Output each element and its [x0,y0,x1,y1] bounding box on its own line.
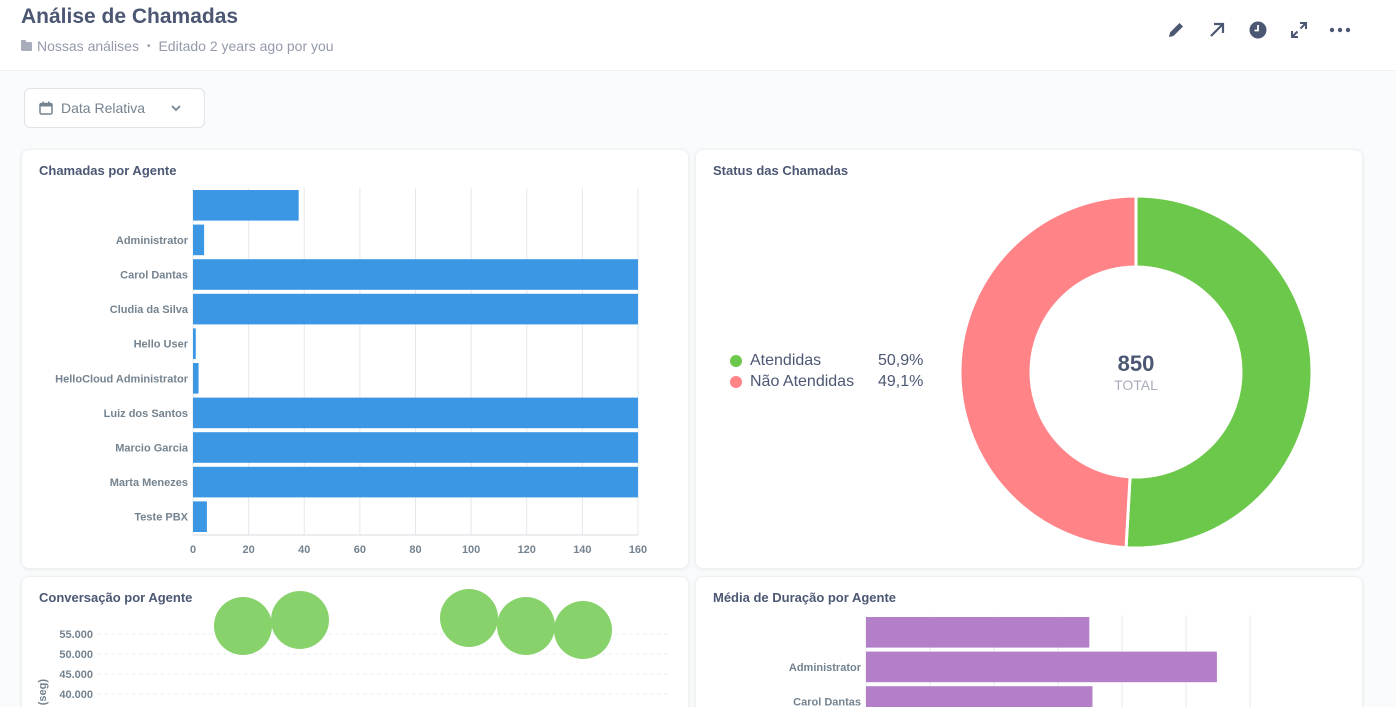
bar[interactable] [193,397,638,429]
y-tick-label: Carol Dantas [120,270,188,282]
x-tick-label: 120 [518,544,536,556]
x-tick-label: 60 [354,544,366,556]
x-tick-label: 20 [243,544,255,556]
card-title: Status das Chamadas [713,163,849,178]
bar[interactable] [193,432,638,463]
pie-legend: Atendidas 50,9% Não Atendidas 49,1% [730,350,923,392]
separator: • [146,40,151,52]
calendar-icon [39,101,53,115]
y-tick-label: Hello User [134,339,189,351]
card-title: Chamadas por Agente [39,163,177,178]
card-title: Média de Duração por Agente [713,590,896,605]
donut-total-label: TOTAL [1114,377,1158,393]
y-tick-label: 55.000 [59,629,93,641]
donut-total: 850 [1118,351,1155,376]
folder-icon [21,39,32,51]
x-tick-label: 100 [462,544,480,556]
y-tick-label: Luiz dos Santos [104,408,188,420]
bar[interactable] [193,328,196,359]
collection-link[interactable]: Nossas análises [37,38,139,54]
scatter-point[interactable] [271,591,329,649]
bar[interactable] [193,501,207,532]
x-tick-label: 40 [298,544,310,556]
y-tick-label: 50.000 [59,649,93,661]
conversation-scatter: 55.000 50.000 45.000 40.000 o (seg) [37,589,667,707]
bar[interactable] [866,617,1090,648]
x-tick-label: 140 [573,544,591,556]
more-icon[interactable] [1328,18,1352,42]
bar[interactable] [193,224,205,256]
expand-icon[interactable] [1287,18,1311,42]
scatter-point[interactable] [497,597,555,655]
legend-item[interactable]: Não Atendidas 49,1% [730,371,923,392]
y-tick-label: Carol Dantas [793,697,861,707]
y-tick-label: 40.000 [59,689,93,701]
filter-label: Data Relativa [61,100,146,116]
dashboard-header: Análise de Chamadas Nossas análises • Ed… [0,0,1396,71]
legend-dot [730,354,742,367]
bar[interactable] [193,293,638,325]
legend-percent: 49,1% [878,372,924,390]
pie-slice[interactable] [958,194,1138,550]
scatter-point[interactable] [554,601,612,659]
calls-per-agent-chart: 0 20 40 60 80 100 120 140 160 Administrator Carol … [55,188,647,556]
y-tick-label: Cludia da Silva [110,304,189,316]
card-avg-duration[interactable]: Média de Duração por Agente Administrato… [695,576,1363,707]
legend-dot [730,375,742,388]
y-tick-label: Administrator [116,235,189,247]
bar[interactable] [193,259,638,290]
x-tick-label: 160 [629,544,647,556]
y-tick-label: Administrator [789,662,862,674]
y-tick-label: 45.000 [59,669,93,681]
date-filter[interactable]: Data Relativa [24,88,205,128]
card-conversation-per-agent[interactable]: Conversação por Agente 55.000 50.000 45.00… [21,576,689,707]
legend-percent: 50,9% [878,351,924,369]
card-title: Conversação por Agente [39,590,193,605]
y-tick-label: Teste PBX [134,512,188,524]
card-call-status[interactable]: Status das Chamadas Atendidas 50,9% Não … [695,149,1363,569]
pie-slice[interactable] [1124,194,1314,550]
chevron-down-icon [171,105,181,112]
y-tick-label: HelloCloud Administrator [55,373,189,385]
header-actions [1164,18,1369,42]
page-title: Análise de Chamadas [21,5,239,28]
bar[interactable] [866,651,1217,683]
y-tick-label: Marta Menezes [110,477,188,489]
breadcrumb: Nossas análises • Editado 2 years ago po… [21,38,334,54]
last-edited: Editado 2 years ago por you [158,38,334,54]
y-tick-label: Marcio Garcia [115,443,189,455]
scatter-point[interactable] [440,589,498,647]
clock-icon[interactable] [1246,18,1270,42]
bar[interactable] [193,363,199,394]
card-calls-per-agent[interactable]: Chamadas por Agente 0 20 40 60 80 100 120 140 16… [21,149,689,569]
legend-label: Não Atendidas [750,372,855,390]
arrow-up-right-icon[interactable] [1205,18,1229,42]
x-tick-label: 80 [409,544,421,556]
pencil-icon[interactable] [1164,18,1188,42]
bar[interactable] [193,466,638,498]
legend-item[interactable]: Atendidas 50,9% [730,350,923,371]
x-tick-label: 0 [190,544,196,556]
scatter-point[interactable] [214,597,272,655]
y-axis-label: o (seg) [37,679,49,707]
avg-duration-chart: Administrator Carol Dantas [789,615,1251,707]
bar[interactable] [193,190,299,221]
legend-label: Atendidas [750,351,822,369]
bar[interactable] [866,686,1093,707]
